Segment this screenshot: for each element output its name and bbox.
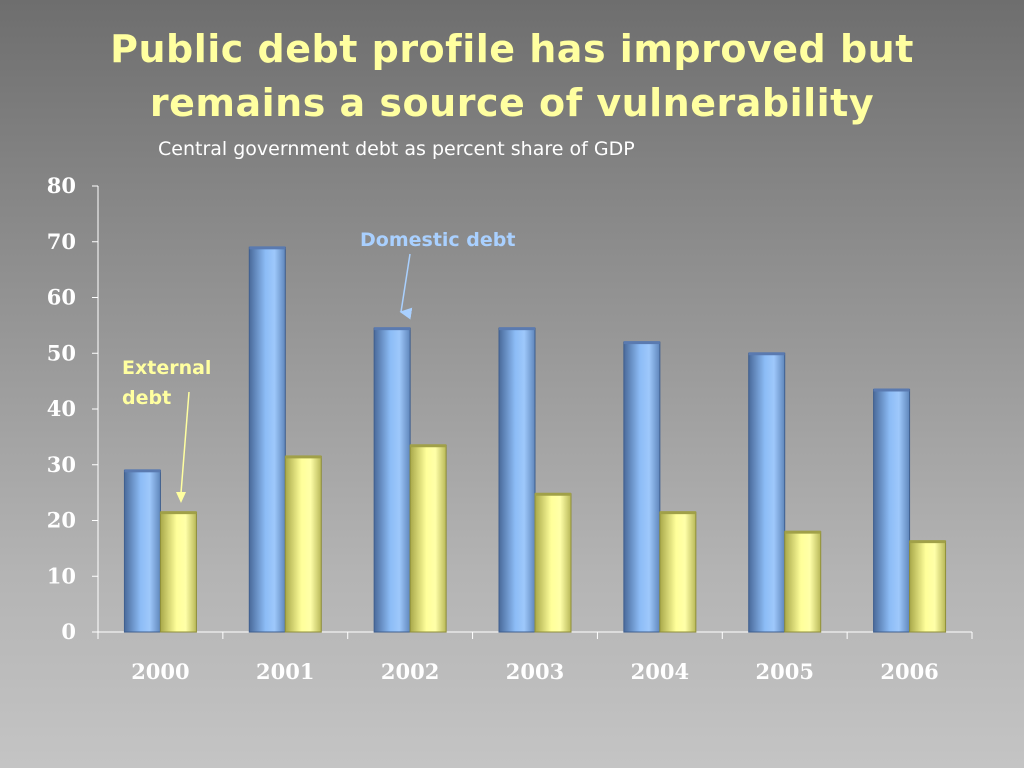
bar-external-top-2006 xyxy=(909,540,946,544)
bar-domestic-2002 xyxy=(373,327,411,633)
bar-external-2006 xyxy=(909,540,947,633)
bar-domestic-2001 xyxy=(248,246,286,633)
bar-external-top-2001 xyxy=(285,455,322,459)
bar-domestic-2005 xyxy=(748,352,786,633)
bar-external-2002 xyxy=(409,444,447,633)
bar-domestic-top-2003 xyxy=(499,327,535,331)
chart-subtitle: Central government debt as percent share… xyxy=(158,138,635,160)
bar-domestic-2000 xyxy=(123,469,161,633)
bar-external-top-2003 xyxy=(535,492,571,496)
bar-external-2000 xyxy=(159,511,197,633)
x-tick-label-2002: 2002 xyxy=(381,659,439,684)
x-tick-label-2001: 2001 xyxy=(256,659,314,684)
external-debt-label-line1: External xyxy=(122,357,211,379)
chart-tick-labels: 0 10 20 30 40 50 60 70 80 2000 2001 2002 2003 2004 200… xyxy=(47,173,939,684)
bar-domestic-top-2005 xyxy=(748,352,785,356)
y-tick-label: 20 xyxy=(47,508,76,533)
y-tick-label: 10 xyxy=(47,563,76,588)
title-line-1: Public debt profile has improved but xyxy=(110,27,914,71)
domestic-debt-arrow xyxy=(399,253,413,320)
slide-title: Public debt profile has improved but rem… xyxy=(0,22,1024,130)
y-tick-label: 30 xyxy=(47,452,76,477)
chart-bars xyxy=(123,246,947,633)
bar-external-2004 xyxy=(659,511,697,633)
bar-external-top-2005 xyxy=(784,530,821,534)
y-tick-label: 60 xyxy=(47,285,76,310)
x-tick-label-2005: 2005 xyxy=(755,659,813,684)
y-tick-label: 40 xyxy=(47,396,76,421)
bar-external-top-2004 xyxy=(659,511,696,515)
bar-domestic-2004 xyxy=(623,341,661,633)
external-debt-arrow-line xyxy=(180,391,190,494)
y-tick-label: 50 xyxy=(47,340,76,365)
x-tick-label-2004: 2004 xyxy=(631,659,689,684)
bar-external-2005 xyxy=(784,531,822,633)
y-tick-label: 70 xyxy=(47,229,76,254)
bar-domestic-top-2004 xyxy=(623,341,660,345)
bar-domestic-2003 xyxy=(498,327,536,633)
bar-external-2001 xyxy=(284,455,322,633)
bar-domestic-top-2000 xyxy=(124,469,161,473)
x-tick-label-2003: 2003 xyxy=(506,659,564,684)
domestic-debt-label: Domestic debt xyxy=(360,229,515,251)
bar-domestic-top-2002 xyxy=(374,327,411,331)
y-tick-label: 80 xyxy=(47,173,76,198)
bar-external-top-2000 xyxy=(160,511,197,515)
y-tick-label: 0 xyxy=(61,619,76,644)
external-debt-arrow-head xyxy=(176,492,186,503)
chart-annotations: Domestic debt External debt xyxy=(122,229,515,503)
external-debt-label-line2: debt xyxy=(122,387,171,409)
bar-external-2003 xyxy=(534,493,572,633)
x-tick-label-2000: 2000 xyxy=(131,659,189,684)
bar-domestic-top-2006 xyxy=(873,388,910,392)
x-tick-label-2006: 2006 xyxy=(880,659,938,684)
bar-domestic-top-2001 xyxy=(249,246,286,250)
bar-domestic-2006 xyxy=(873,388,911,633)
bar-external-top-2002 xyxy=(410,444,447,448)
title-line-2: remains a source of vulnerability xyxy=(149,81,875,125)
